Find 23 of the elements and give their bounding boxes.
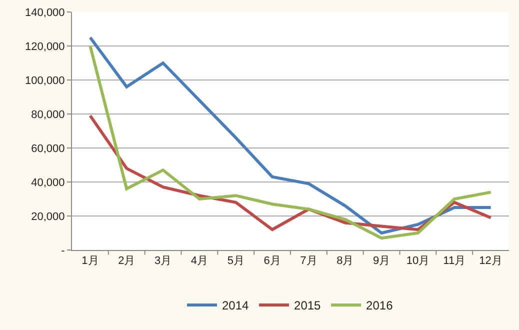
legend-label: 2015 [294, 298, 322, 313]
x-tick-label: 4月 [190, 255, 208, 268]
x-tick-label: 11月 [443, 255, 466, 268]
x-tick-label: 1月 [82, 255, 99, 268]
legend-label: 2014 [222, 298, 250, 313]
x-tick-label: 9月 [372, 255, 390, 268]
y-tick-label: 100,000 [25, 74, 65, 87]
y-tick-label: 20,000 [31, 210, 65, 223]
x-tick-label: 7月 [300, 255, 318, 268]
y-tick-label: 40,000 [31, 176, 65, 189]
y-tick-label: 140,000 [25, 6, 65, 19]
y-tick-label: - [61, 244, 66, 257]
x-tick-label: 8月 [336, 255, 354, 268]
y-tick-label: 120,000 [25, 40, 65, 53]
y-tick-label: 80,000 [31, 108, 65, 121]
x-tick-label: 12月 [479, 255, 502, 268]
x-tick-label: 10月 [406, 255, 430, 268]
legend-label: 2016 [366, 298, 394, 313]
x-tick-label: 3月 [154, 255, 172, 268]
x-tick-label: 5月 [227, 255, 244, 268]
x-tick-label: 6月 [264, 255, 281, 268]
y-tick-label: 60,000 [31, 142, 65, 155]
x-tick-label: 2月 [118, 255, 136, 268]
